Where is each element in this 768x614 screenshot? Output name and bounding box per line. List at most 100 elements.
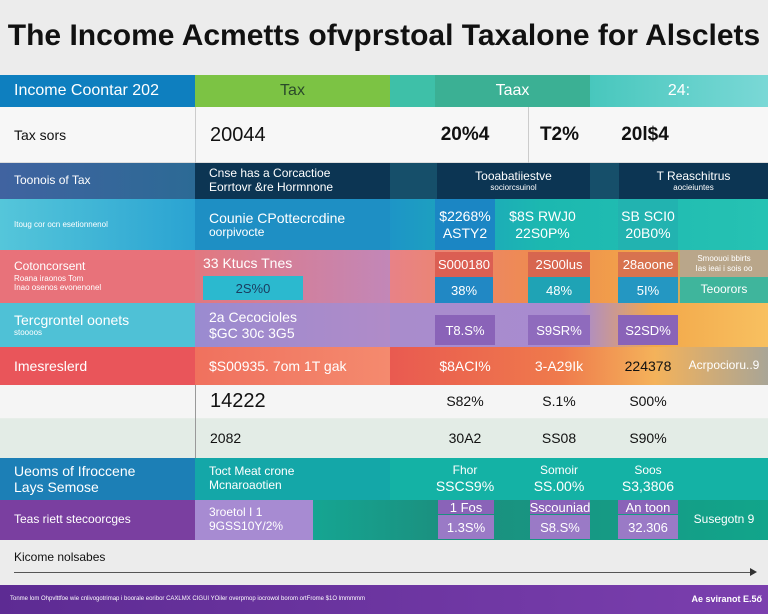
row-coral-v4: Acrpocioru..9 — [688, 358, 760, 373]
row-red-v3b: 5I% — [618, 277, 678, 303]
row-teal-l1: Ueoms of Ifroccene — [14, 462, 136, 479]
row-violet-b2: 9GSS10Y/2% — [209, 519, 284, 533]
row-cyan-v3a: SB SCI0 — [621, 208, 675, 225]
row-red-v3a: 28aoone — [618, 252, 678, 277]
axis-arrow — [14, 572, 754, 573]
row-red-l1: Cotoncorsent — [14, 259, 86, 274]
row-purple-b2: $GC 30c 3G5 — [209, 325, 295, 341]
row-teal-b2: Mcnaroaotien — [209, 478, 282, 492]
row-red-v4: Smoouoi bbirts Ias ieai i sois oo — [680, 250, 768, 277]
row-dark-c1: Tooabatiiestve — [475, 168, 552, 183]
row-cyan-b: Counie CPottecrcdine oorpivocte — [195, 199, 390, 250]
row-cyan-v1b: ASTY2 — [442, 224, 488, 241]
row-teal-v1: Fhor SSCS9% — [435, 458, 495, 500]
row-cyan-b2: oorpivocte — [209, 224, 265, 239]
row-teal-v3b: S3,3806 — [621, 477, 675, 494]
row-purple-v2: S9SR% — [528, 315, 590, 345]
row-violet-v3a: An toon — [618, 500, 678, 515]
header-spacer — [390, 75, 435, 107]
row-years-bg — [0, 107, 768, 163]
row-violet-b1: 3roetol I 1 — [209, 505, 263, 520]
row-cyan-b1: Counie CPottecrcdine — [209, 209, 346, 226]
row-years-v1: 20044 — [195, 107, 390, 163]
row-white-v3: S00% — [629, 393, 667, 410]
row-teal-v2: Somoir SS.00% — [528, 458, 590, 500]
row-red-v2b: 48% — [528, 277, 590, 303]
row-cyan-v1a: $2268% — [439, 208, 491, 225]
row-red-l3: Inao osenos evonenonel — [14, 283, 102, 293]
row-coral-b1: $S00935. 7om 1T gak — [195, 347, 390, 385]
row-white-v2: S.1% — [542, 393, 576, 410]
row-cyan-v2b: 22S0P% — [515, 224, 570, 241]
row-cyan-label: Itoug cor ocn esetionnenol — [0, 199, 195, 250]
row-teal-b1: Toct Meat crone — [209, 464, 295, 479]
row-coral-v1: $8ACI% — [439, 357, 491, 374]
row-red-v4a: Smoouoi bbirts — [697, 254, 751, 264]
row-purple-b1: 2a Cecocioles — [209, 308, 297, 325]
row-dark-b: Cnse has a Corcactioe Eorrtovr &re Hormno… — [195, 163, 390, 199]
row-white-bg — [0, 385, 768, 458]
row-cyan-v1: $2268% ASTY2 — [435, 199, 495, 250]
row-red-v2a: 2S00lus — [528, 252, 590, 277]
row-red-v1a: S000180 — [435, 252, 493, 277]
row-purple-label: Tercgrontel oonets stoooos — [0, 303, 195, 347]
row-red-v4c: Teoorors — [680, 277, 768, 303]
row-teal-v1b: SSCS9% — [435, 477, 495, 494]
row-cyan-v3: SB SCI0 20B0% — [618, 199, 678, 250]
row-cyan-v2a: $8S RWJ0 — [509, 208, 576, 225]
row-teal-label: Ueoms of Ifroccene Lays Semose — [0, 458, 195, 500]
header-tax: Tax — [195, 75, 390, 107]
header-income-counter: Income Coontar 202 — [0, 75, 195, 107]
row-years-label: Tax sors — [14, 126, 67, 143]
row-red-l2: Roana iraonos Tom — [14, 274, 84, 284]
row-teal-l2: Lays Semose — [14, 479, 99, 495]
row-teal-v2a: Somoir — [539, 463, 578, 478]
row-red-b2: 2S%0 — [203, 276, 303, 300]
row-years-v4: 20l$4 — [621, 124, 669, 146]
row-teal-v3a: Soos — [634, 463, 662, 478]
row-teal-v1a: Fhor — [452, 463, 478, 478]
row-years-v3: T2% — [528, 107, 590, 163]
row-red-label: Cotoncorsent Roana iraonos Tom Inao osenos… — [0, 250, 195, 303]
row-pale-v1: 30A2 — [448, 429, 482, 446]
header-24: 24: — [590, 75, 768, 107]
row-violet-v1a: 1 Fos — [438, 500, 494, 515]
row-purple-l2: stoooos — [14, 328, 43, 338]
row-dark-c: Tooabatiiestve sociorcsuinol — [437, 163, 590, 199]
row-violet-v4: Susegotn 9 — [693, 512, 755, 527]
axis-label: Kicome nolsabes — [14, 550, 106, 565]
axis-arrowhead-icon — [750, 568, 757, 576]
footer-brand: Ae sviranot E.5ő — [691, 594, 762, 605]
row-coral-bg — [390, 347, 768, 385]
row-violet-label: Teas riett stecoorcges — [0, 500, 195, 540]
row-dark-c2: sociorcsuinol — [490, 183, 537, 193]
row-coral-v2: 3-A29Ik — [534, 357, 584, 374]
row-violet-b: 3roetol I 1 9GSS10Y/2% — [195, 500, 313, 540]
row-coral-label: Imesreslerd — [0, 347, 195, 385]
row-white-b1: 14222 — [195, 385, 390, 418]
row-red-v4b: Ias ieai i sois oo — [695, 263, 753, 273]
row-pale-v3: S90% — [629, 429, 667, 446]
row-teal-bg — [390, 458, 768, 500]
row-dark-b2: Eorrtovr &re Hormnone — [209, 180, 334, 194]
row-pale-v2: SS08 — [541, 429, 577, 446]
row-violet-v3b: 32.306 — [618, 515, 678, 539]
row-teal-b: Toct Meat crone Mcnaroaotien — [195, 458, 390, 500]
header-taax: Taax — [435, 75, 590, 107]
row-teal-v3: Soos S3,3806 — [618, 458, 678, 500]
footer — [0, 585, 768, 614]
row-dark-d: T Reaschitrus aocieiuntes — [619, 163, 768, 199]
row-purple-b: 2a Cecocioles $GC 30c 3G5 — [195, 303, 390, 347]
row-dark-d2: aocieiuntes — [673, 183, 714, 193]
row-purple-l1: Tercgrontel oonets — [14, 312, 130, 329]
row-white-v1: S82% — [446, 393, 484, 410]
row-coral-v3: 224378 — [624, 357, 672, 374]
row-dark-d1: T Reaschitrus — [656, 168, 731, 183]
page-title: The Income Acmetts ofvprstoal Taxalone f… — [7, 18, 761, 52]
row-teal-v2b: SS.00% — [533, 477, 585, 494]
footer-text: Tonme lom Ohpvlttfoe wie cnlivogotrimap … — [10, 596, 366, 603]
row-violet-v2a: Sscouniad — [529, 499, 591, 515]
row-pale-b1: 2082 — [195, 418, 390, 458]
row-years-v2: 20%4 — [440, 124, 490, 146]
row-purple-v3: S2SD% — [618, 315, 678, 345]
